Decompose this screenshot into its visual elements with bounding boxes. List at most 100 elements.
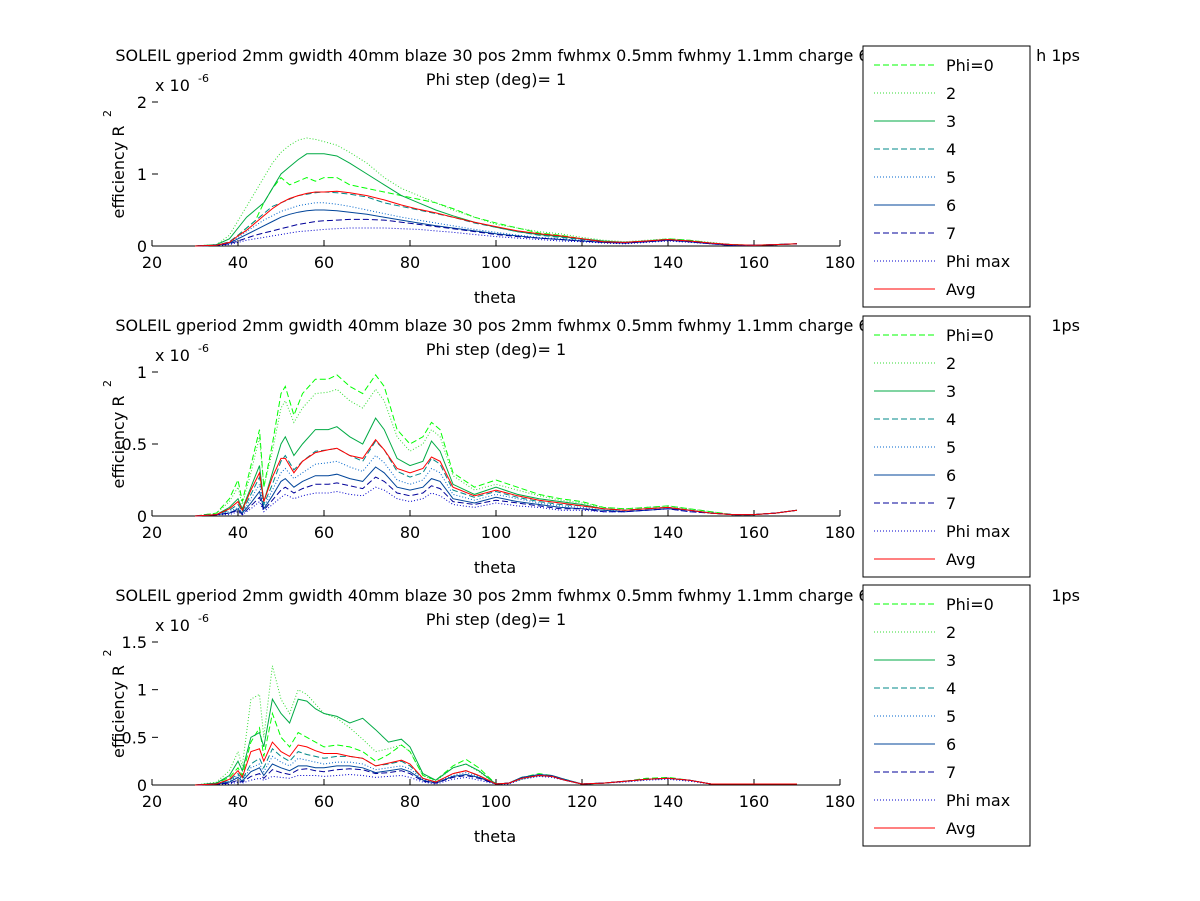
legend-label: Phi=0 bbox=[946, 326, 994, 345]
series-line-phi-max bbox=[194, 773, 797, 786]
y-tick-label: 1 bbox=[137, 165, 147, 184]
x-tick-label: 80 bbox=[400, 253, 420, 272]
series-line-5 bbox=[194, 454, 798, 517]
x-axis-label: theta bbox=[474, 288, 516, 307]
y-multiplier: x 10 bbox=[155, 76, 190, 95]
series-group bbox=[194, 665, 797, 786]
chart-title-tail: 1ps bbox=[1051, 586, 1080, 605]
legend-label: 4 bbox=[946, 679, 956, 698]
series-group bbox=[194, 374, 798, 517]
series-line-avg bbox=[194, 741, 797, 786]
x-tick-label: 120 bbox=[567, 253, 598, 272]
y-tick-label: 0.5 bbox=[122, 728, 147, 747]
x-axis-label: theta bbox=[474, 827, 516, 846]
x-tick-label: 80 bbox=[400, 792, 420, 811]
chart-panel-3: SOLEIL gperiod 2mm gwidth 40mm blaze 30 … bbox=[101, 584, 1080, 847]
legend-box bbox=[862, 315, 1031, 578]
x-tick-label: 40 bbox=[228, 523, 248, 542]
series-line-7 bbox=[194, 476, 798, 517]
legend-label: Avg bbox=[946, 550, 976, 569]
x-tick-label: 60 bbox=[314, 253, 334, 272]
y-axis-label-exponent: 2 bbox=[101, 110, 114, 117]
x-tick-label: 180 bbox=[825, 523, 856, 542]
y-axis-label-exponent: 2 bbox=[101, 650, 114, 657]
legend-label: 4 bbox=[946, 410, 956, 429]
legend-label: 2 bbox=[946, 623, 956, 642]
x-tick-label: 120 bbox=[567, 523, 598, 542]
x-tick-label: 100 bbox=[481, 253, 512, 272]
y-tick-label: 2 bbox=[137, 93, 147, 112]
series-line-avg bbox=[194, 190, 798, 247]
y-axis-label: efficiency R bbox=[109, 395, 128, 488]
series-line-5 bbox=[194, 755, 797, 786]
legend-label: 7 bbox=[946, 224, 956, 243]
y-tick-label: 1 bbox=[137, 681, 147, 700]
x-tick-label: 100 bbox=[481, 792, 512, 811]
y-multiplier-exponent: -6 bbox=[198, 72, 209, 85]
chart-subtitle: Phi step (deg)= 1 bbox=[426, 610, 566, 629]
legend-label: 6 bbox=[946, 466, 956, 485]
legend-label: 5 bbox=[946, 438, 956, 457]
legend-label: Phi max bbox=[946, 252, 1010, 271]
series-line-avg bbox=[194, 438, 798, 517]
legend-label: 7 bbox=[946, 494, 956, 513]
legend-label: 5 bbox=[946, 168, 956, 187]
chart-title: SOLEIL gperiod 2mm gwidth 40mm blaze 30 … bbox=[115, 316, 868, 335]
series-line-2 bbox=[194, 137, 798, 247]
legend-label: 6 bbox=[946, 196, 956, 215]
legend-label: 3 bbox=[946, 382, 956, 401]
series-line-phi-0 bbox=[194, 176, 798, 247]
series-line-3 bbox=[194, 153, 798, 247]
legend-label: 7 bbox=[946, 763, 956, 782]
x-axis-label: theta bbox=[474, 558, 516, 577]
legend-label: 3 bbox=[946, 112, 956, 131]
legend-label: Phi=0 bbox=[946, 595, 994, 614]
x-tick-label: 140 bbox=[653, 253, 684, 272]
x-tick-label: 40 bbox=[228, 792, 248, 811]
legend: Phi=0 2 3 4 5 6 7 Phi max Avg bbox=[862, 315, 1031, 578]
legend-label: 6 bbox=[946, 735, 956, 754]
y-multiplier-exponent: -6 bbox=[198, 342, 209, 355]
chart-subtitle: Phi step (deg)= 1 bbox=[426, 340, 566, 359]
legend-label: 2 bbox=[946, 84, 956, 103]
legend-label: 2 bbox=[946, 354, 956, 373]
legend-label: Phi=0 bbox=[946, 56, 994, 75]
legend-label: Phi max bbox=[946, 791, 1010, 810]
legend-label: 4 bbox=[946, 140, 956, 159]
x-tick-label: 60 bbox=[314, 792, 334, 811]
legend-label: 5 bbox=[946, 707, 956, 726]
series-line-7 bbox=[194, 218, 798, 247]
y-axis-label: efficiency R bbox=[109, 125, 128, 218]
x-tick-label: 140 bbox=[653, 792, 684, 811]
x-tick-label: 20 bbox=[142, 253, 162, 272]
series-line-2 bbox=[194, 665, 797, 786]
y-multiplier: x 10 bbox=[155, 616, 190, 635]
chart-title-tail: 1ps bbox=[1051, 316, 1080, 335]
legend-box bbox=[862, 584, 1031, 847]
x-tick-label: 160 bbox=[739, 523, 770, 542]
y-multiplier-exponent: -6 bbox=[198, 612, 209, 625]
y-multiplier: x 10 bbox=[155, 346, 190, 365]
legend: Phi=0 2 3 4 5 6 7 Phi max Avg bbox=[862, 584, 1031, 847]
x-tick-label: 160 bbox=[739, 792, 770, 811]
y-tick-label: 0 bbox=[137, 776, 147, 795]
x-tick-label: 60 bbox=[314, 523, 334, 542]
y-axis-label-exponent: 2 bbox=[101, 380, 114, 387]
chart-title: SOLEIL gperiod 2mm gwidth 40mm blaze 30 … bbox=[115, 46, 868, 65]
y-tick-label: 1.5 bbox=[122, 633, 147, 652]
x-tick-label: 140 bbox=[653, 523, 684, 542]
legend-label: Avg bbox=[946, 819, 976, 838]
chart-panel-1: SOLEIL gperiod 2mm gwidth 40mm blaze 30 … bbox=[101, 45, 1080, 308]
y-axis-label: efficiency R bbox=[109, 665, 128, 758]
series-line-3 bbox=[194, 417, 798, 517]
legend-label: Avg bbox=[946, 280, 976, 299]
x-tick-label: 180 bbox=[825, 792, 856, 811]
x-tick-label: 180 bbox=[825, 253, 856, 272]
y-tick-label: 0 bbox=[137, 507, 147, 526]
x-tick-label: 80 bbox=[400, 523, 420, 542]
series-line-7 bbox=[194, 768, 797, 786]
x-tick-label: 20 bbox=[142, 523, 162, 542]
x-tick-label: 120 bbox=[567, 792, 598, 811]
chart-panel-2: SOLEIL gperiod 2mm gwidth 40mm blaze 30 … bbox=[101, 315, 1080, 578]
legend-box bbox=[862, 45, 1031, 308]
